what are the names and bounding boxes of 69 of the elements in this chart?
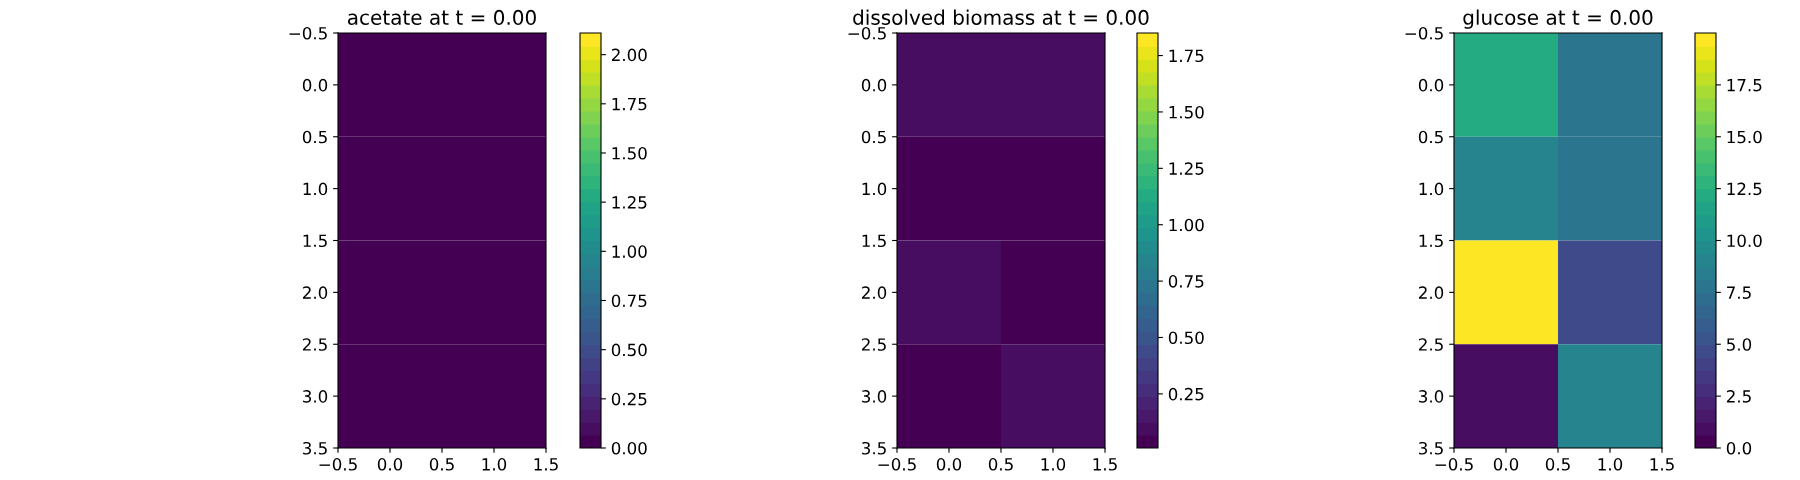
y-tick-label: 2.0: [302, 286, 328, 299]
y-tick-label: 3.0: [303, 390, 328, 403]
x-tick-label: 1.5: [1093, 458, 1117, 471]
color-bar-label: 1.00: [1169, 218, 1204, 232]
chart-title: acetate at t = 0.00: [347, 9, 536, 25]
color-bar-label: 1.50: [1169, 105, 1204, 119]
x-tick-label: 0.0: [377, 458, 403, 471]
x-tick-label: 1.0: [1041, 458, 1066, 471]
y-tick-label: 3.5: [1419, 441, 1443, 455]
color-bar-label: 1.25: [1169, 162, 1204, 175]
y-tick-label: 3.5: [862, 441, 886, 455]
y-tick-label: 1.5: [303, 234, 327, 248]
y-tick-label: −0.5: [289, 26, 327, 40]
x-tick-label: 0.5: [988, 458, 1013, 471]
color-bar-label: 1.50: [612, 146, 647, 160]
color-bar-label: 17.5: [1727, 79, 1762, 92]
color-bar-label: 1.00: [612, 245, 647, 258]
y-tick-label: 2.5: [1418, 338, 1443, 351]
y-tick-label: 2.5: [302, 338, 327, 351]
x-tick-label: 1.0: [1598, 458, 1623, 471]
color-bar-label: 0.00: [611, 441, 647, 455]
chart-title: dissolved biomass at t = 0.00: [853, 9, 1149, 25]
color-bar-label: 0.25: [611, 392, 647, 406]
color-bar-label: 0.75: [611, 294, 647, 308]
y-tick-label: 0.5: [861, 130, 886, 144]
y-tick-label: 2.5: [861, 338, 886, 351]
y-tick-label: 3.5: [303, 441, 327, 455]
y-tick-label: 1.5: [862, 234, 886, 248]
y-tick-label: 1.0: [1419, 182, 1444, 196]
y-tick-label: 1.5: [1419, 234, 1443, 248]
color-bar-label: 0.25: [1168, 387, 1204, 401]
y-tick-label: 2.0: [861, 286, 887, 299]
y-tick-label: 1.0: [862, 182, 887, 196]
color-bar-label: 0.50: [611, 343, 647, 357]
y-tick-label: −0.5: [1405, 26, 1443, 40]
y-tick-label: 0.0: [861, 78, 887, 92]
x-tick-label: −0.5: [878, 458, 916, 471]
x-tick-label: 1.5: [534, 458, 558, 471]
y-tick-label: −0.5: [848, 26, 886, 40]
y-tick-label: 0.5: [302, 130, 327, 144]
x-tick-label: 0.0: [936, 458, 962, 471]
color-bar-label: 5.0: [1727, 338, 1752, 351]
color-bar-label: 2.5: [1726, 390, 1751, 403]
color-bar-label: 0.50: [1168, 331, 1204, 345]
color-bar-label: 15.0: [1727, 130, 1762, 144]
color-bar-label: 1.75: [1169, 49, 1204, 63]
x-tick-label: 0.0: [1493, 458, 1519, 471]
color-bar-label: 0.75: [1168, 275, 1204, 288]
x-tick-label: 1.0: [482, 458, 507, 471]
color-bar-label: 12.5: [1727, 182, 1762, 196]
color-bar-label: 10.0: [1727, 234, 1762, 248]
y-tick-label: 0.5: [1418, 130, 1443, 144]
x-tick-label: 0.5: [429, 458, 454, 471]
color-bar-label: 0.0: [1726, 441, 1752, 455]
x-tick-label: 0.5: [1545, 458, 1570, 471]
y-tick-label: 0.0: [1418, 78, 1444, 92]
color-bar-label: 1.75: [612, 97, 647, 111]
y-tick-label: 3.0: [862, 390, 887, 403]
y-tick-label: 3.0: [1419, 390, 1444, 403]
y-tick-label: 1.0: [303, 182, 328, 196]
color-bar-label: 7.5: [1727, 286, 1751, 299]
x-tick-label: −0.5: [1435, 458, 1473, 471]
y-tick-label: 0.0: [302, 78, 328, 92]
chart-title: glucose at t = 0.00: [1463, 9, 1653, 29]
y-tick-label: 2.0: [1418, 286, 1444, 299]
color-bar-label: 2.00: [611, 48, 647, 62]
x-tick-label: −0.5: [319, 458, 357, 471]
x-tick-label: 1.5: [1650, 458, 1674, 471]
color-bar-label: 1.25: [612, 196, 647, 209]
